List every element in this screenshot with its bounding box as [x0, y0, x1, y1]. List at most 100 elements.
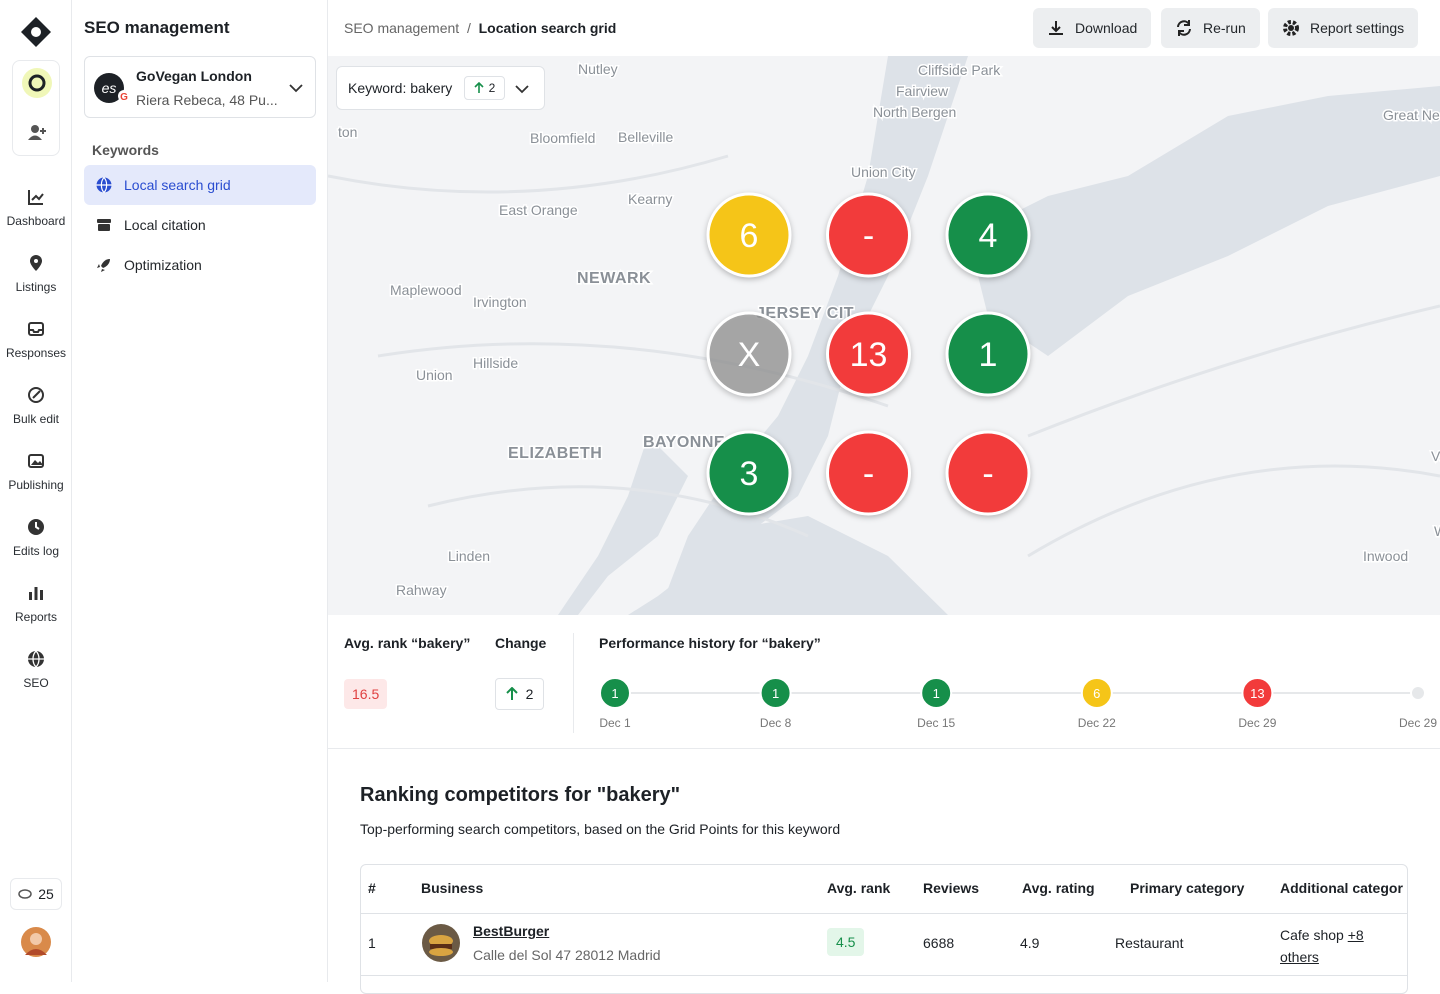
nav-item[interactable]: Dashboard: [0, 188, 72, 228]
section-label: Keywords: [92, 142, 159, 158]
grid-point[interactable]: 3: [706, 430, 792, 516]
nav-item[interactable]: Responses: [0, 320, 72, 360]
grid-point[interactable]: -: [945, 430, 1031, 516]
keyword-change: 2: [464, 76, 505, 100]
business-name[interactable]: BestBurger: [473, 923, 550, 939]
grid-point-label: 4: [979, 217, 998, 255]
grid-point[interactable]: 6: [706, 192, 792, 278]
grid-point[interactable]: -: [826, 192, 911, 278]
rank-cell: 1: [368, 935, 376, 951]
nav-item[interactable]: Edits log: [0, 518, 72, 558]
nav-icon: [28, 190, 44, 205]
history-date: Dec 29: [1399, 716, 1437, 730]
nav-item[interactable]: Reports: [0, 584, 72, 624]
column-header: Additional categor: [1280, 880, 1403, 896]
map-place-label: ELIZABETH: [508, 445, 602, 462]
history-rank: 6: [1093, 686, 1100, 701]
download-button[interactable]: Download: [1033, 8, 1152, 48]
history-point: [920, 677, 953, 709]
nav-label: SEO: [23, 676, 49, 690]
map[interactable]: Nutley Cliffside Park Fairview North Bergen…: [328, 56, 1440, 615]
competitors-title: Ranking competitors for "bakery": [360, 784, 681, 806]
map-place-label: JERSEY CIT: [756, 305, 854, 322]
report-settings-button[interactable]: Report settings: [1268, 8, 1419, 48]
competitors-subtitle: Top-performing search competitors, based…: [360, 821, 841, 837]
nav-icon: [28, 322, 44, 336]
grid-point[interactable]: 13: [826, 311, 911, 397]
avg-rank-value: 16.5: [344, 679, 388, 709]
column-header: Primary category: [1130, 880, 1245, 896]
nav-label: Edits log: [12, 544, 60, 558]
user-avatar[interactable]: [21, 927, 51, 957]
map-place-label: Fairview: [896, 83, 949, 99]
business-address: Riera Rebeca, 48 Pu...: [136, 92, 278, 108]
grid-point[interactable]: X: [706, 311, 792, 397]
map-place-label: Hillside: [473, 355, 518, 371]
nav-icon: [30, 255, 42, 271]
grid-point-marker: [826, 430, 911, 516]
grid-point-marker: [945, 192, 1031, 278]
keyword-selector[interactable]: Keyword: bakery 2: [336, 66, 545, 110]
panel-item[interactable]: Local citation: [84, 205, 316, 245]
breadcrumb-link[interactable]: SEO management: [344, 20, 460, 36]
credits-icon: [18, 889, 32, 899]
business-selector[interactable]: es G GoVegan London Riera Rebeca, 48 Pu..…: [84, 56, 316, 118]
breadcrumb: SEO management / Location search grid: [344, 20, 617, 36]
map-water: [558, 436, 688, 615]
additional-category: Cafe shop: [1280, 927, 1344, 943]
history-rank: 1: [772, 686, 779, 701]
history-rank: 1: [611, 686, 618, 701]
more-categories-suffix[interactable]: others: [1280, 949, 1319, 965]
avg-rank-label: Avg. rank “bakery”: [344, 635, 471, 651]
business-avatar: [422, 924, 460, 962]
grid-point[interactable]: 4: [945, 192, 1031, 278]
column-header: Reviews: [923, 880, 980, 896]
grid-point[interactable]: 1: [945, 311, 1031, 397]
account-avatar[interactable]: [21, 67, 53, 99]
business-address: Calle del Sol 47 28012 Madrid: [473, 947, 661, 963]
business-logo: esG: [94, 73, 130, 103]
change-badge: 2: [495, 678, 544, 710]
nav-label: Responses: [5, 346, 67, 360]
nav-item[interactable]: Bulk edit: [0, 386, 72, 426]
nav-item[interactable]: Listings: [0, 254, 72, 294]
grid-point[interactable]: -: [826, 430, 911, 516]
summary: Avg. rank “bakery” 16.5 Change 2 Perform…: [328, 615, 1440, 749]
panel-item-label: Local search grid: [124, 177, 231, 193]
panel-item[interactable]: Local search grid: [84, 165, 316, 205]
history-point: [1410, 685, 1426, 701]
column-header: Avg. rank: [827, 880, 891, 896]
side-panel: SEO management es G GoVegan London Riera …: [73, 0, 328, 982]
nav-item[interactable]: SEO: [0, 650, 72, 690]
map-place-label: East Orange: [499, 202, 578, 218]
add-user-icon[interactable]: [27, 123, 47, 143]
map-roads: [328, 154, 1440, 558]
keyword-label: Keyword: bakery: [348, 80, 453, 96]
grid-point-label: -: [863, 455, 874, 493]
change-label: Change: [495, 635, 547, 651]
map-place-label: Valley: [1431, 448, 1440, 464]
credits[interactable]: 25: [10, 878, 62, 910]
settings-icon: [1283, 20, 1299, 36]
rerun-button[interactable]: Re-run: [1161, 8, 1260, 48]
history-point: [599, 677, 631, 709]
button-label: Re-run: [1203, 20, 1246, 36]
change-value: 2: [525, 686, 534, 702]
map-place-label: Nutley: [578, 61, 618, 77]
nav-icon: [28, 650, 44, 668]
grid-point-marker: [706, 192, 792, 278]
grid-point-marker: [706, 311, 792, 397]
map-place-label: Kearny: [628, 191, 672, 207]
credits-count: 25: [38, 886, 54, 902]
panel-item-icon: [97, 219, 111, 231]
map-place-label: Cliffside Park: [918, 62, 1001, 78]
map-place-label: Rahway: [396, 582, 447, 598]
nav-item[interactable]: Publishing: [0, 452, 72, 492]
panel-item-label: Optimization: [124, 257, 202, 273]
more-categories-link[interactable]: +8: [1347, 927, 1364, 943]
panel-item[interactable]: Optimization: [84, 245, 316, 285]
download-icon: [1049, 21, 1063, 35]
logo[interactable]: [20, 16, 52, 48]
up-arrow: [505, 687, 518, 700]
